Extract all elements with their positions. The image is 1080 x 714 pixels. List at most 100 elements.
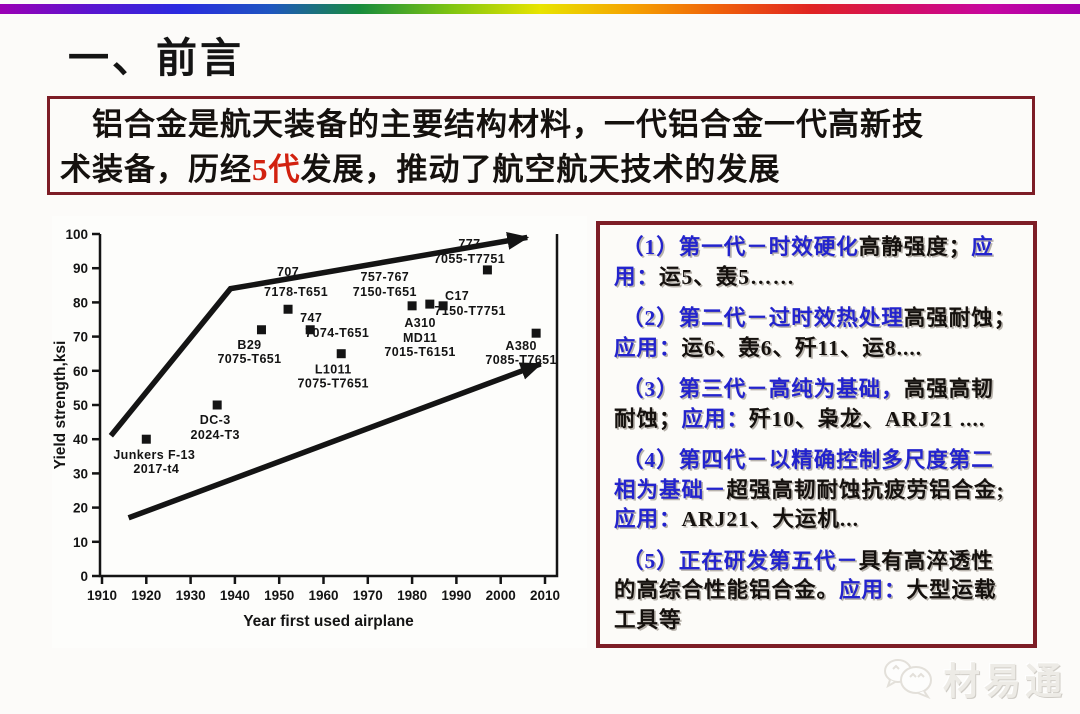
text-segment: 歼10、枭龙、ARJ21 .... [749, 406, 986, 431]
text-segment: 超强高韧耐蚀抗疲劳铝合金; [726, 477, 1005, 502]
x-tick-label: 2010 [530, 588, 560, 603]
generation-line: （4）第四代－以精确控制多尺度第二 [614, 446, 1019, 476]
chart-point-11 [531, 328, 541, 338]
text-segment: 高静强度； [858, 235, 972, 259]
yield-strength-chart: 1910 1920 1930 1940 1950 1960 1970 1980 1990 2000… [52, 216, 587, 648]
text-segment: （4）第四代－以精确控制多尺度第二 [622, 448, 994, 472]
generation-item-5: （5）正在研发第五代－具有高淬透性 的高综合性能铝合金。应用：大型运载 工具等 [614, 547, 1019, 636]
chart-point-label: 7150-T7751 [434, 304, 505, 318]
chart-point-label: MD11 [403, 331, 437, 345]
text-segment: 铝合金是航天装备的主要结构材料，一代铝合金一代高新技 [60, 107, 924, 142]
generation-line: 应用：运6、轰6、歼11、运8.... [614, 334, 1019, 364]
text-segment: 应用： [839, 578, 907, 602]
y-tick-label: 40 [73, 432, 88, 447]
text-segment: 耐蚀； [614, 406, 682, 431]
text-segment: （2）第二代－过时效热处理 [622, 306, 904, 330]
text-segment: 运5、轰5…… [659, 264, 796, 289]
x-tick-label: 1930 [176, 588, 206, 603]
chart-axes [98, 234, 559, 578]
y-tick-label: 80 [73, 295, 88, 310]
y-tick-label: 20 [73, 501, 88, 516]
chart-point-label: A380 [505, 339, 536, 353]
chart-point-label: 7178-T651 [264, 285, 328, 299]
watermark-label: 材易通 [943, 662, 1066, 703]
text-segment: 应用： [614, 335, 682, 360]
x-tick-label: 1980 [397, 588, 427, 603]
y-tick-label: 0 [80, 569, 88, 584]
x-axis-label: Year first used airplane [243, 613, 414, 630]
text-segment: 相为基础－ [614, 477, 727, 502]
chart-point-label: 757-767 [360, 270, 409, 284]
chart-point-label: 7074-T651 [305, 326, 369, 340]
text-segment: ARJ21、大运机... [681, 507, 859, 531]
text-segment: 的高综合性能铝合金。 [614, 578, 840, 602]
chart-point-label: B29 [237, 338, 261, 352]
text-segment: 运6、轰6、歼11、运8.... [681, 335, 923, 360]
generation-line: 相为基础－超强高韧耐蚀抗疲劳铝合金; [614, 476, 1019, 506]
text-segment: 大型运载 [906, 578, 997, 602]
chart-point-label: 7150-T651 [353, 285, 417, 299]
chart-point-label: 2017-t4 [133, 462, 179, 476]
chart-point-label: 7075-T7651 [298, 377, 369, 391]
chart-point-10 [482, 265, 492, 275]
x-tick-label: 1940 [220, 588, 250, 603]
text-segment: （1）第一代－时效硬化 [622, 235, 859, 259]
chart-point-label: Junkers F-13 [113, 448, 195, 462]
chart-point-label: 707 [277, 265, 299, 279]
x-tick-label: 1970 [353, 588, 383, 603]
chart-point-label: DC-3 [200, 413, 231, 427]
y-tick-label: 30 [73, 466, 88, 481]
chart-point-3 [256, 325, 266, 335]
text-segment: 工具等 [614, 607, 682, 632]
chart-point-label: 777 [458, 237, 480, 251]
y-tick-label: 10 [73, 535, 88, 550]
x-tick-label: 1960 [308, 588, 338, 603]
chart-point-label: 7075-T651 [217, 352, 281, 366]
generation-line: 用：运5、轰5…… [614, 263, 1019, 293]
y-tick-label: 70 [73, 330, 88, 345]
intro-line: 铝合金是航天装备的主要结构材料，一代铝合金一代高新技 [60, 102, 1022, 147]
text-segment: 5代 [252, 152, 301, 187]
chart-point-label: A310 [404, 316, 435, 330]
generation-line: （2）第二代－过时效热处理高强耐蚀； [614, 304, 1019, 334]
watermark: 材易通 [883, 650, 1066, 706]
text-segment: 高强耐蚀； [903, 306, 1017, 330]
chart-point-label: 2024-T3 [191, 428, 240, 442]
chart-point-2 [212, 400, 222, 410]
chart-point-label: 7015-T6151 [384, 345, 455, 359]
generation-line: 耐蚀；应用：歼10、枭龙、ARJ21 .... [614, 405, 1019, 435]
text-segment: 术装备，历经 [60, 152, 252, 187]
text-segment: 具有高淬透性 [858, 548, 994, 573]
chart-point-label: 7085-T7651 [485, 353, 556, 367]
text-segment: 应用： [614, 507, 682, 531]
y-axis-label: Yield strength,ksi [52, 341, 69, 470]
text-segment: 高强高韧 [903, 377, 994, 401]
chart-point-label: C17 [445, 289, 469, 303]
text-segment: 发展，推动了航空航天技术的发展 [300, 152, 781, 187]
chart-point-label: 747 [300, 311, 322, 325]
chart-point-5 [305, 325, 315, 335]
y-tick-label: 100 [65, 227, 88, 242]
text-segment: （5）正在研发第五代－ [622, 548, 859, 573]
chart-point-label: L1011 [315, 363, 352, 377]
chart-point-8 [425, 299, 435, 309]
generation-item-4: （4）第四代－以精确控制多尺度第二 相为基础－超强高韧耐蚀抗疲劳铝合金; 应用：AR… [614, 446, 1019, 535]
chart-point-4 [283, 304, 293, 314]
chart-point-6 [336, 349, 346, 359]
generation-item-2: （2）第二代－过时效热处理高强耐蚀； 应用：运6、轰6、歼11、运8.... [614, 304, 1019, 363]
intro-line: 术装备，历经5代发展，推动了航空航天技术的发展 [60, 147, 1022, 192]
x-tick-label: 1920 [131, 588, 161, 603]
x-tick-label: 1910 [87, 588, 117, 603]
chart-point-label: 7055-T7751 [434, 252, 505, 266]
generation-item-3: （3）第三代－高纯为基础，高强高韧 耐蚀；应用：歼10、枭龙、ARJ21 .... [614, 375, 1019, 434]
generation-line: 的高综合性能铝合金。应用：大型运载 [614, 576, 1019, 606]
alloy-generations-panel: （1）第一代－时效硬化高静强度；应 用：运5、轰5…… （2）第二代－过时效热处理高… [596, 221, 1037, 648]
trend-arrow-2 [127, 361, 543, 521]
text-segment: 应 [971, 235, 994, 259]
chart-canvas: 1910 1920 1930 1940 1950 1960 1970 1980 1990 2000… [52, 227, 560, 630]
generation-line: 应用：ARJ21、大运机... [614, 505, 1019, 535]
rainbow-divider-bar [0, 4, 1080, 14]
text-segment: 应用： [681, 406, 750, 431]
generation-line: （1）第一代－时效硬化高静强度；应 [614, 233, 1019, 263]
